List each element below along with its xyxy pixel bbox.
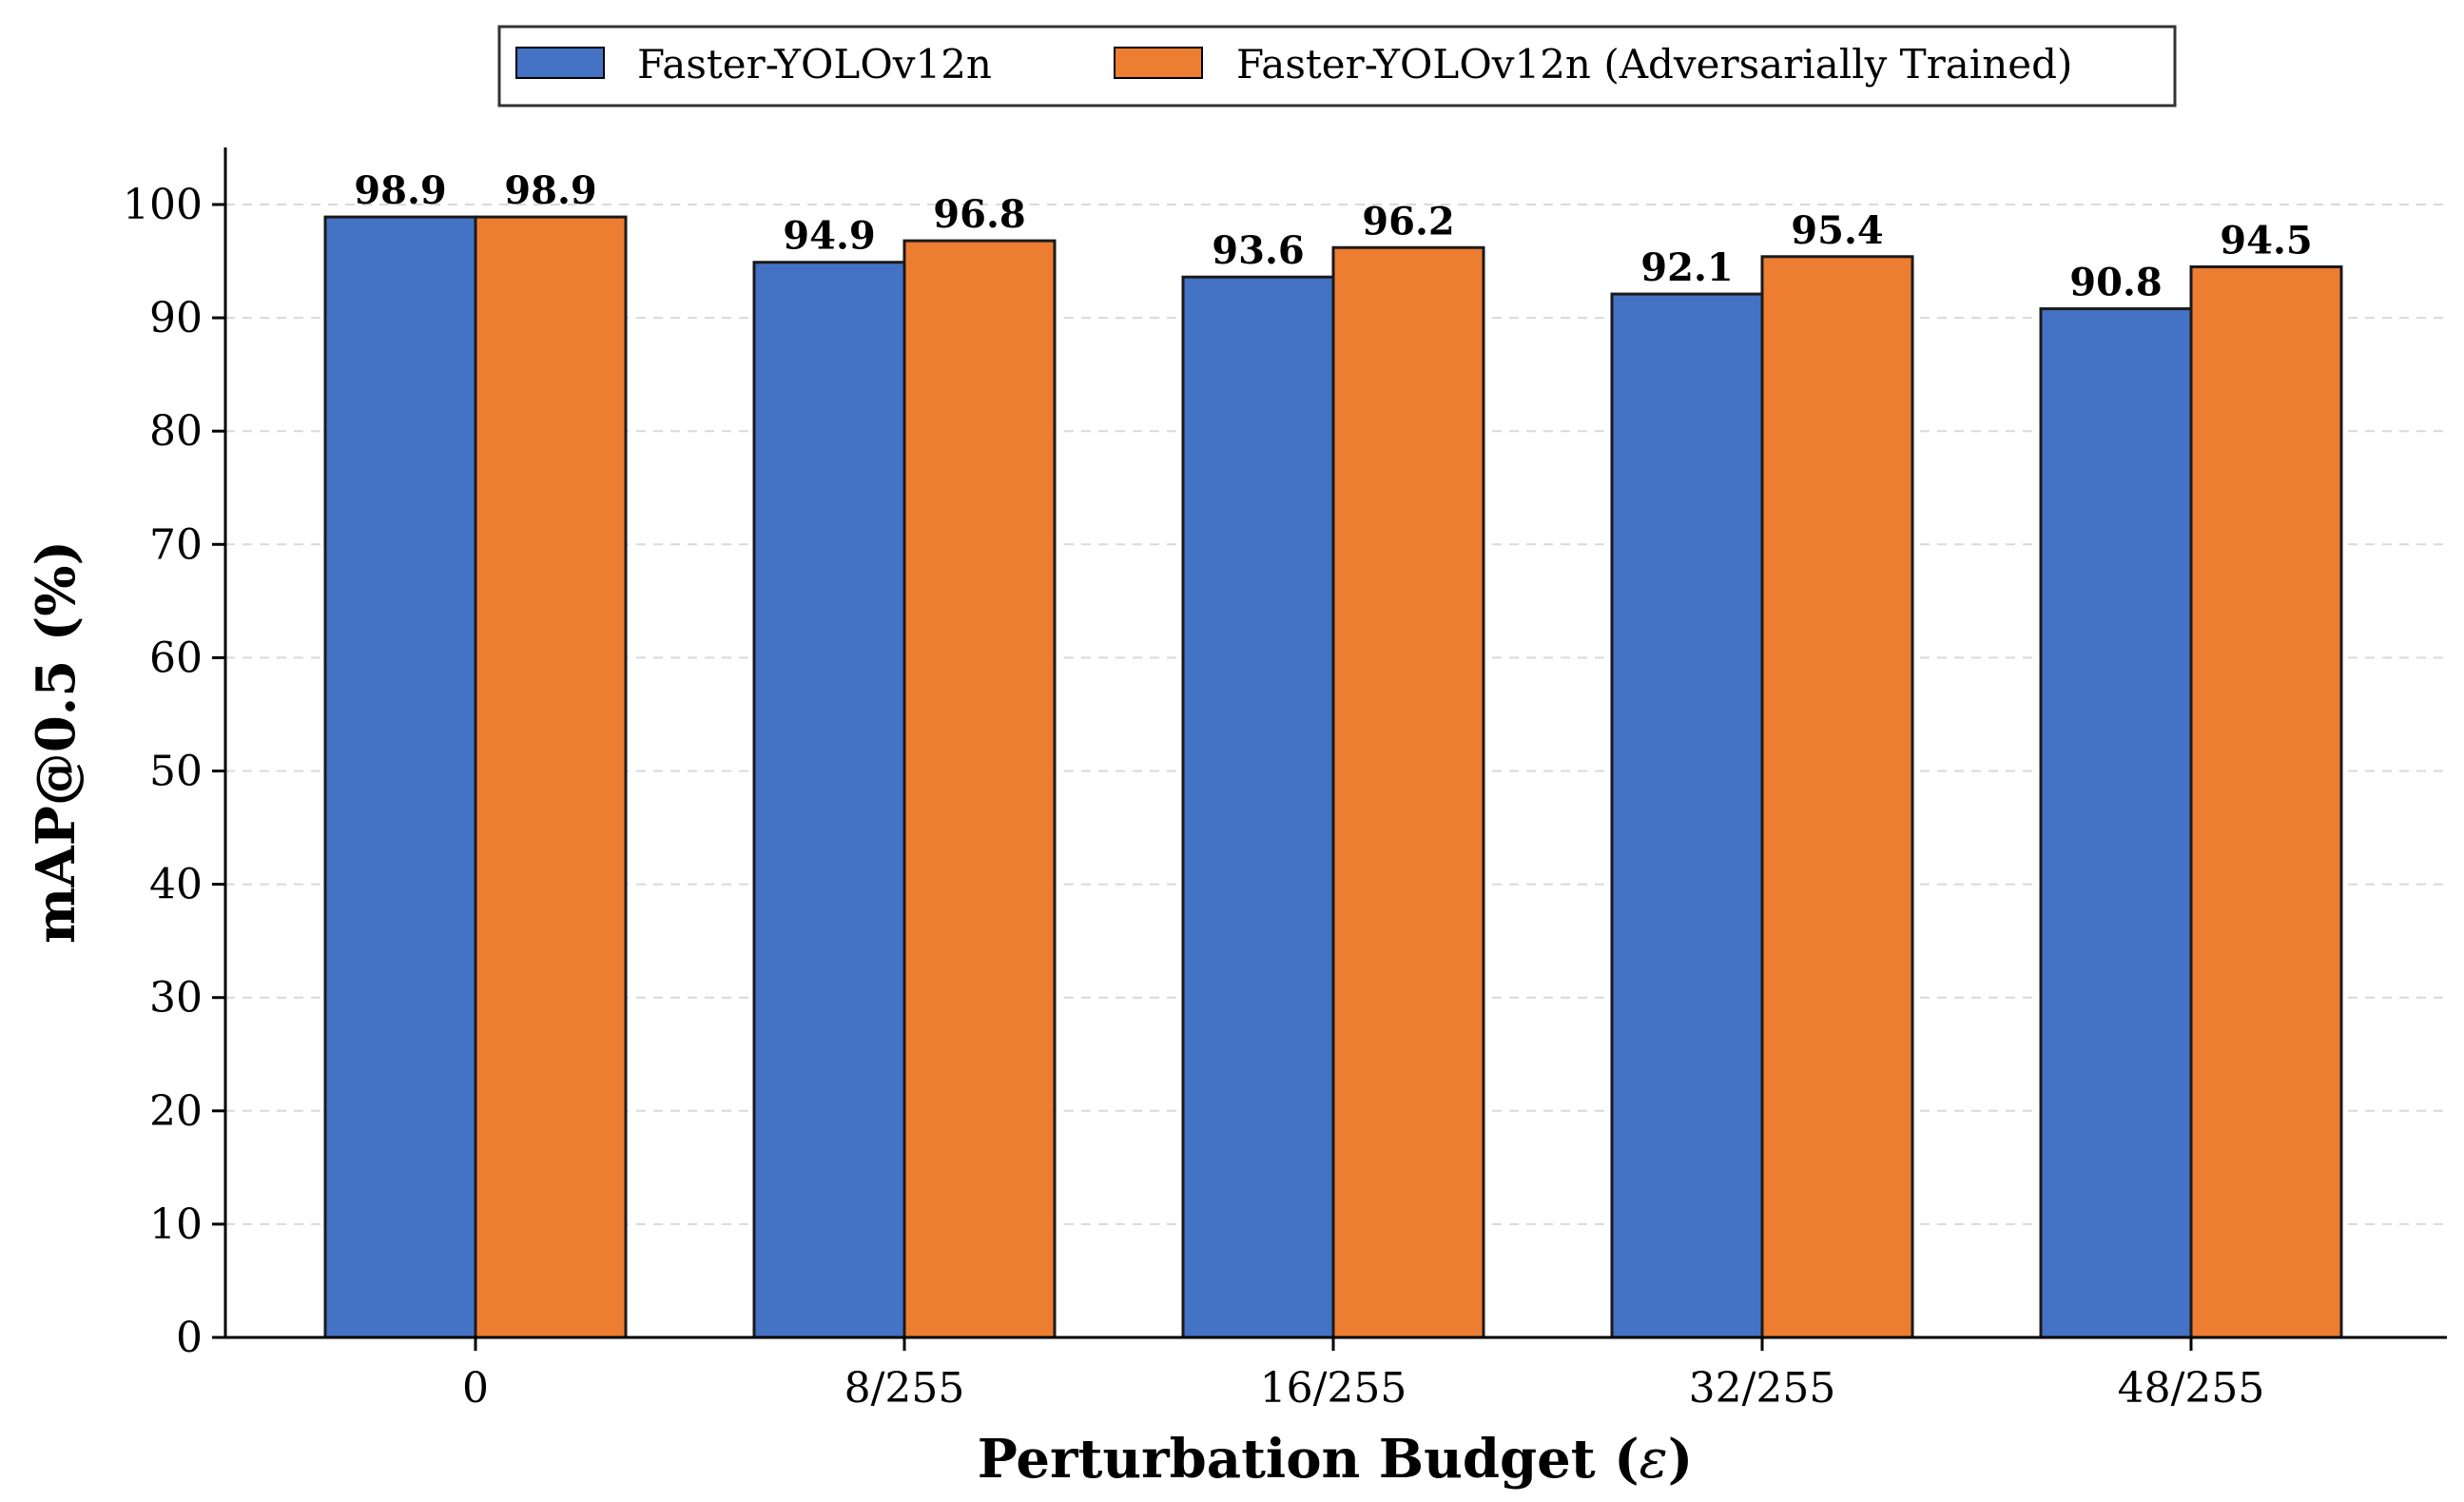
legend-frame [497, 25, 2177, 107]
bar-series-0-1 [752, 261, 906, 1339]
y-tick-label: 60 [149, 634, 203, 682]
bar-value-label: 94.5 [2220, 219, 2312, 263]
y-tick-label: 30 [149, 974, 203, 1023]
y-tick-label: 0 [176, 1314, 203, 1362]
bar-value-label: 98.9 [354, 168, 446, 213]
bar-value-label: 94.9 [783, 214, 875, 259]
x-axis-title-end: ) [1668, 1428, 1694, 1491]
bar-value-label: 96.8 [933, 192, 1025, 237]
y-tick-label: 80 [149, 407, 203, 456]
x-axis-title-main: Perturbation Budget ( [978, 1428, 1639, 1491]
y-axis-title: mAP@0.5 (%) [25, 540, 87, 944]
bar-series-1-1 [902, 239, 1057, 1339]
y-axis-ticks: 0 10 20 30 40 50 60 70 80 90 100 [123, 181, 225, 1362]
legend-swatch-adversarial [1114, 47, 1203, 79]
y-tick-label: 40 [149, 861, 203, 909]
y-tick-label: 10 [149, 1200, 203, 1249]
bar-series-0-4 [2039, 307, 2193, 1339]
x-tick-label: 48/255 [2118, 1364, 2265, 1413]
bar-series-1-2 [1331, 245, 1485, 1339]
legend: Faster-YOLOv12n Faster-YOLOv12n (Adversa… [497, 25, 2177, 107]
x-tick-label: 8/255 [844, 1364, 965, 1413]
y-tick-label: 100 [123, 181, 203, 229]
legend-swatch-baseline [515, 47, 605, 79]
bar-value-labels: 98.9 98.9 94.9 96.8 93.6 96.2 92.1 95.4 90.8 94.5 [354, 168, 2312, 304]
x-axis-title-symbol: ε [1639, 1429, 1668, 1491]
legend-label-adversarial: Faster-YOLOv12n (Adversarially Trained) [1236, 41, 2072, 88]
y-tick-label: 50 [149, 748, 203, 796]
bars [323, 215, 2343, 1339]
bar-series-1-0 [474, 215, 628, 1339]
bar-value-label: 95.4 [1791, 208, 1883, 253]
bar-value-label: 93.6 [1212, 228, 1304, 273]
y-tick-label: 70 [149, 520, 203, 569]
bar-series-1-4 [2189, 265, 2343, 1339]
bar-value-label: 90.8 [2069, 261, 2162, 305]
legend-label-baseline: Faster-YOLOv12n [637, 41, 992, 88]
bar-value-label: 98.9 [504, 168, 596, 213]
x-axis-ticks: 0 8/255 16/255 32/255 48/255 [462, 1337, 2264, 1413]
x-tick-label: 0 [462, 1364, 489, 1413]
y-tick-label: 90 [149, 294, 203, 342]
y-tick-label: 20 [149, 1087, 203, 1136]
x-tick-label: 32/255 [1689, 1364, 1836, 1413]
bar-series-0-2 [1181, 275, 1335, 1339]
bar-series-0-0 [323, 215, 477, 1339]
x-tick-label: 16/255 [1260, 1364, 1407, 1413]
bar-value-label: 96.2 [1362, 199, 1454, 244]
bar-series-1-3 [1760, 255, 1914, 1339]
bar-value-label: 92.1 [1640, 245, 1733, 290]
x-axis-title: Perturbation Budget (ε) [978, 1428, 1693, 1491]
bar-series-0-3 [1610, 292, 1764, 1339]
